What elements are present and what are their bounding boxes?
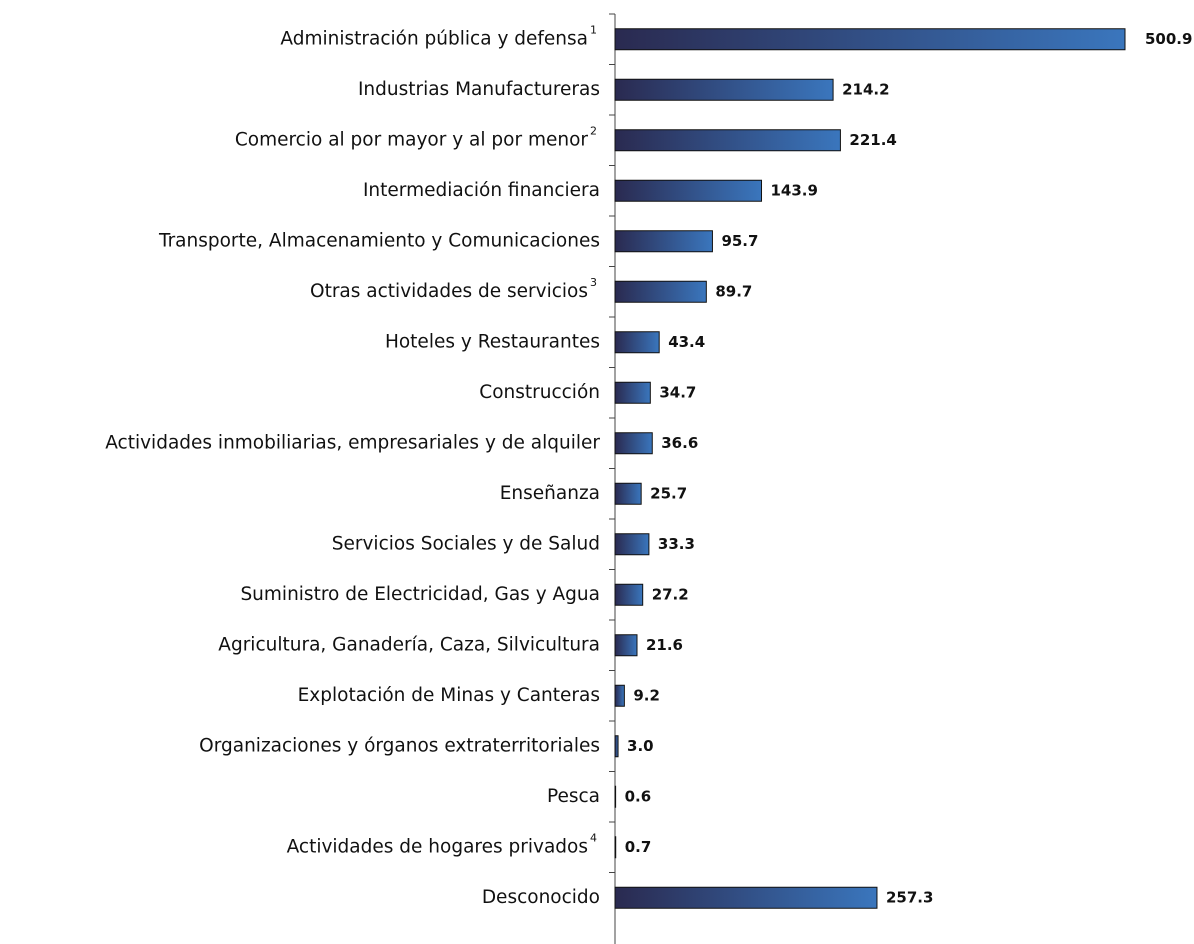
- value-label: 34.7: [659, 383, 696, 401]
- bar: [614, 179, 763, 202]
- category-label: Actividades de hogares privados: [287, 836, 588, 857]
- value-label: 257.3: [886, 888, 933, 906]
- value-label: 221.4: [849, 131, 896, 149]
- category-label: Transporte, Almacenamiento y Comunicacio…: [158, 230, 600, 251]
- bar: [614, 331, 660, 354]
- bar: [614, 533, 650, 556]
- bar: [614, 785, 617, 808]
- category-label: Intermediación financiera: [363, 180, 600, 201]
- bar: [614, 280, 707, 303]
- category-label: Hoteles y Restaurantes: [385, 331, 600, 352]
- bar: [614, 735, 619, 758]
- value-label: 500.9: [1145, 30, 1192, 48]
- value-label: 0.7: [625, 838, 652, 856]
- bar: [614, 482, 642, 505]
- superscript: 3: [590, 276, 597, 289]
- value-label: 3.0: [627, 737, 654, 755]
- value-label: 143.9: [771, 181, 818, 199]
- value-label: 0.6: [625, 787, 652, 805]
- bar: [614, 634, 638, 657]
- value-label: 21.6: [646, 636, 683, 654]
- value-label: 25.7: [650, 484, 687, 502]
- value-label: 27.2: [652, 585, 689, 603]
- value-label: 95.7: [721, 232, 758, 250]
- bar: [614, 583, 644, 606]
- bar: [614, 78, 834, 101]
- category-label: Organizaciones y órganos extraterritoria…: [199, 735, 600, 756]
- bar: [614, 886, 878, 909]
- bar: [614, 129, 841, 152]
- category-label: Enseñanza: [500, 483, 600, 504]
- category-label: Construcción: [479, 382, 600, 403]
- category-label: Suministro de Electricidad, Gas y Agua: [240, 584, 600, 605]
- bar: [614, 230, 713, 253]
- bar: [614, 684, 625, 707]
- value-label: 89.7: [715, 282, 752, 300]
- value-label: 36.6: [661, 434, 698, 452]
- value-label: 9.2: [633, 686, 660, 704]
- category-label: Servicios Sociales y de Salud: [332, 533, 600, 554]
- superscript: 2: [590, 124, 597, 137]
- category-label: Comercio al por mayor y al por menor: [235, 129, 589, 150]
- value-label: 43.4: [668, 333, 705, 351]
- category-label: Otras actividades de servicios: [310, 281, 588, 302]
- superscript: 4: [590, 831, 597, 844]
- category-label: Pesca: [547, 786, 600, 807]
- category-label: Desconocido: [482, 887, 600, 908]
- category-label: Agricultura, Ganadería, Caza, Silvicultu…: [218, 634, 600, 655]
- category-label: Explotación de Minas y Canteras: [298, 685, 600, 706]
- bar: [614, 381, 651, 404]
- superscript: 1: [590, 23, 597, 36]
- bar: [614, 432, 653, 455]
- value-label: 214.2: [842, 80, 889, 98]
- bar: [614, 836, 617, 859]
- category-label: Administración pública y defensa: [280, 28, 588, 49]
- value-label: 33.3: [658, 535, 695, 553]
- bar: [614, 28, 1126, 51]
- category-label: Actividades inmobiliarias, empresariales…: [105, 432, 600, 453]
- category-label: Industrias Manufactureras: [358, 79, 600, 100]
